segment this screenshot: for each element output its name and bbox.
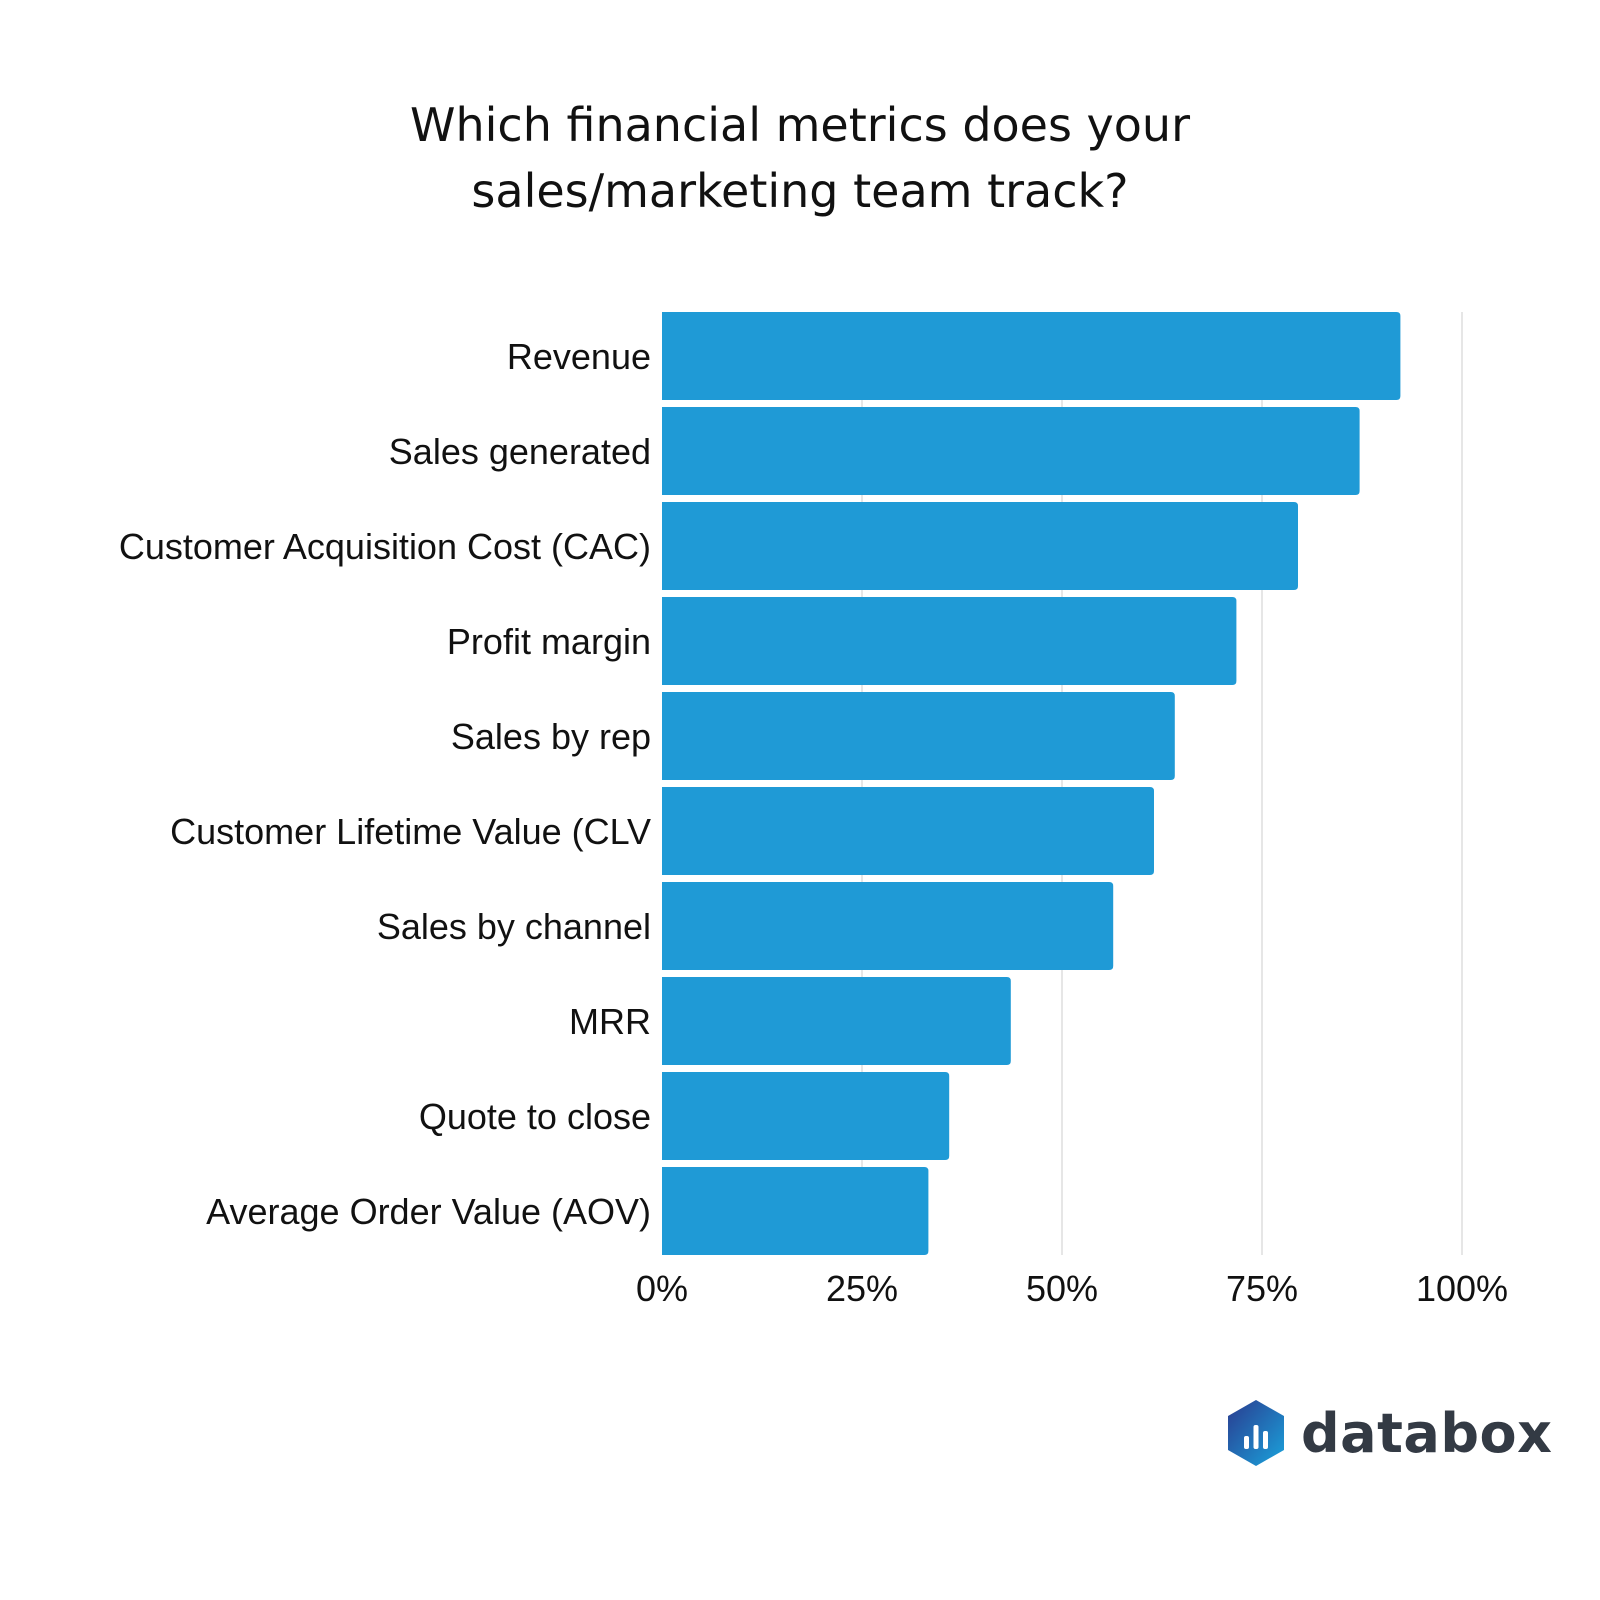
chart-title-line-1: Which financial metrics does your	[409, 98, 1190, 152]
bars	[662, 312, 1401, 1255]
bar	[662, 597, 1237, 685]
bar	[662, 882, 1114, 970]
chart-title: Which financial metrics does your sales/…	[0, 92, 1600, 224]
brand-name: databox	[1301, 1401, 1553, 1465]
chart-title-line-2: sales/marketing team track?	[471, 164, 1129, 218]
bar	[662, 787, 1154, 875]
x-tick-label: 25%	[826, 1268, 898, 1309]
bar	[662, 1167, 929, 1255]
x-tick-label: 100%	[1416, 1268, 1508, 1309]
category-label: Quote to close	[419, 1096, 651, 1137]
x-tick-label: 75%	[1226, 1268, 1298, 1309]
x-tick-label: 0%	[636, 1268, 688, 1309]
bar	[662, 407, 1360, 495]
category-label: Profit margin	[447, 621, 651, 662]
bar	[662, 502, 1298, 590]
databox-logo-icon	[1228, 1400, 1284, 1466]
category-label: MRR	[569, 1001, 651, 1042]
x-tick-label: 50%	[1026, 1268, 1098, 1309]
bar	[662, 312, 1401, 400]
x-axis-ticks: 0% 25% 50% 75% 100%	[636, 1268, 1508, 1309]
bar-chart: Revenue Sales generated Customer Acquisiti…	[119, 312, 1508, 1309]
category-label: Sales generated	[389, 431, 651, 472]
category-label: Customer Lifetime Value (CLV	[170, 811, 651, 852]
category-labels: Revenue Sales generated Customer Acquisiti…	[119, 336, 651, 1232]
category-label: Sales by rep	[451, 716, 651, 757]
bar	[662, 692, 1175, 780]
category-label: Revenue	[507, 336, 651, 377]
category-label: Average Order Value (AOV)	[206, 1191, 651, 1232]
bar	[662, 977, 1011, 1065]
category-label: Customer Acquisition Cost (CAC)	[119, 526, 651, 567]
bar	[662, 1072, 950, 1160]
brand-logo: databox	[1225, 1398, 1552, 1468]
category-label: Sales by channel	[377, 906, 651, 947]
